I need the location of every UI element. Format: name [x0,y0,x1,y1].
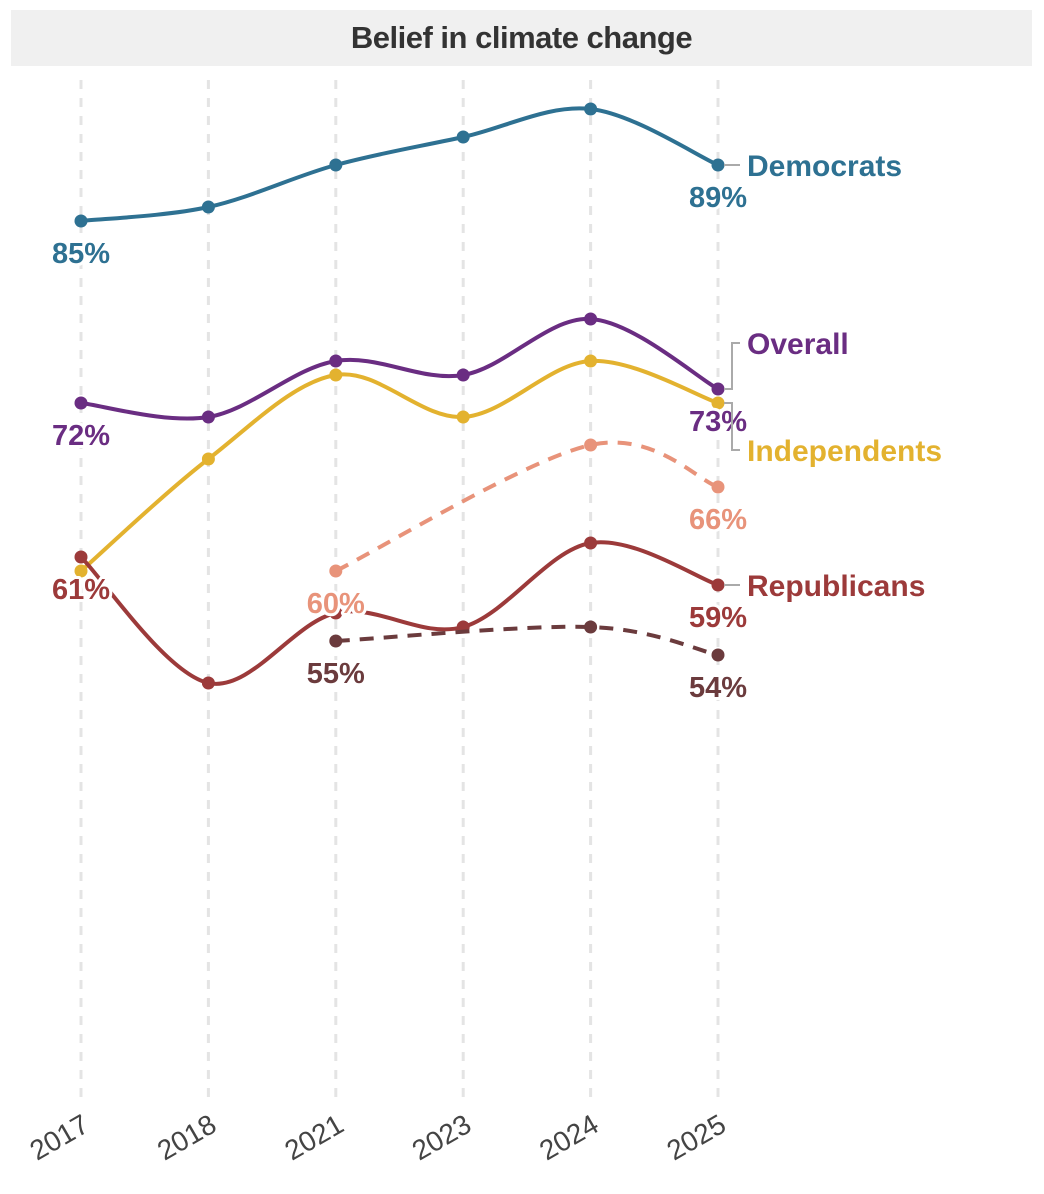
democrats-point [456,130,470,144]
republicans-value-label: 61% [52,574,110,606]
overall-point [74,396,88,410]
series-label-democrats: Democrats [747,150,902,183]
series-5-point [711,648,725,662]
series-label-overall: Overall [747,328,849,361]
republicans-point [201,676,215,690]
overall-point [711,382,725,396]
democrats-value-label: 89% [689,182,747,214]
x-tick-label: 2024 [534,1108,603,1166]
republicans-point [329,606,343,620]
republicans-value-label: 59% [689,602,747,634]
overall-point [201,410,215,424]
overall-point [329,354,343,368]
democrats-point [74,214,88,228]
x-tick-label: 2018 [152,1108,221,1166]
series-3-point [711,480,725,494]
x-tick-label: 2023 [407,1108,476,1166]
independents-line [79,358,719,573]
overall-value-label: 73% [689,406,747,438]
x-tick-label: 2017 [25,1108,94,1166]
series-3-point [329,564,343,578]
series-5-point [329,634,343,648]
independents-point [456,410,470,424]
independents-point [711,396,725,410]
overall-point [584,312,598,326]
republicans-line [79,540,719,686]
series-5-value-label: 55% [307,658,365,690]
overall-value-label: 72% [52,420,110,452]
leader-line [724,342,740,390]
series-5-point [584,620,598,634]
democrats-line [80,106,719,223]
overall-point [456,368,470,382]
democrats-value-label: 85% [52,238,110,270]
series-label-independents: Independents [747,435,942,468]
overall-line [80,316,719,421]
series-3-value-label: 60% [307,588,365,620]
democrats-point [711,158,725,172]
republicans-point [74,550,88,564]
series-5-value-label: 54% [689,672,747,704]
chart-title: Belief in climate change [350,20,693,55]
leader-line [724,402,740,451]
x-tick-label: 2021 [279,1108,348,1166]
series-3-value-label: 66% [689,504,747,536]
democrats-point [201,200,215,214]
series-3-line [334,440,719,573]
independents-point [201,452,215,466]
x-tick-label: 2025 [662,1108,731,1166]
series-5-line [335,624,719,657]
series-3-point [584,438,598,452]
republicans-point [584,536,598,550]
democrats-point [584,102,598,116]
series-label-republicans: Republicans [747,570,925,603]
independents-point [329,368,343,382]
independents-point [74,564,88,578]
independents-point [584,354,598,368]
republicans-point [711,578,725,592]
chart-title-bar: Belief in climate change [11,10,1032,66]
democrats-point [329,158,343,172]
